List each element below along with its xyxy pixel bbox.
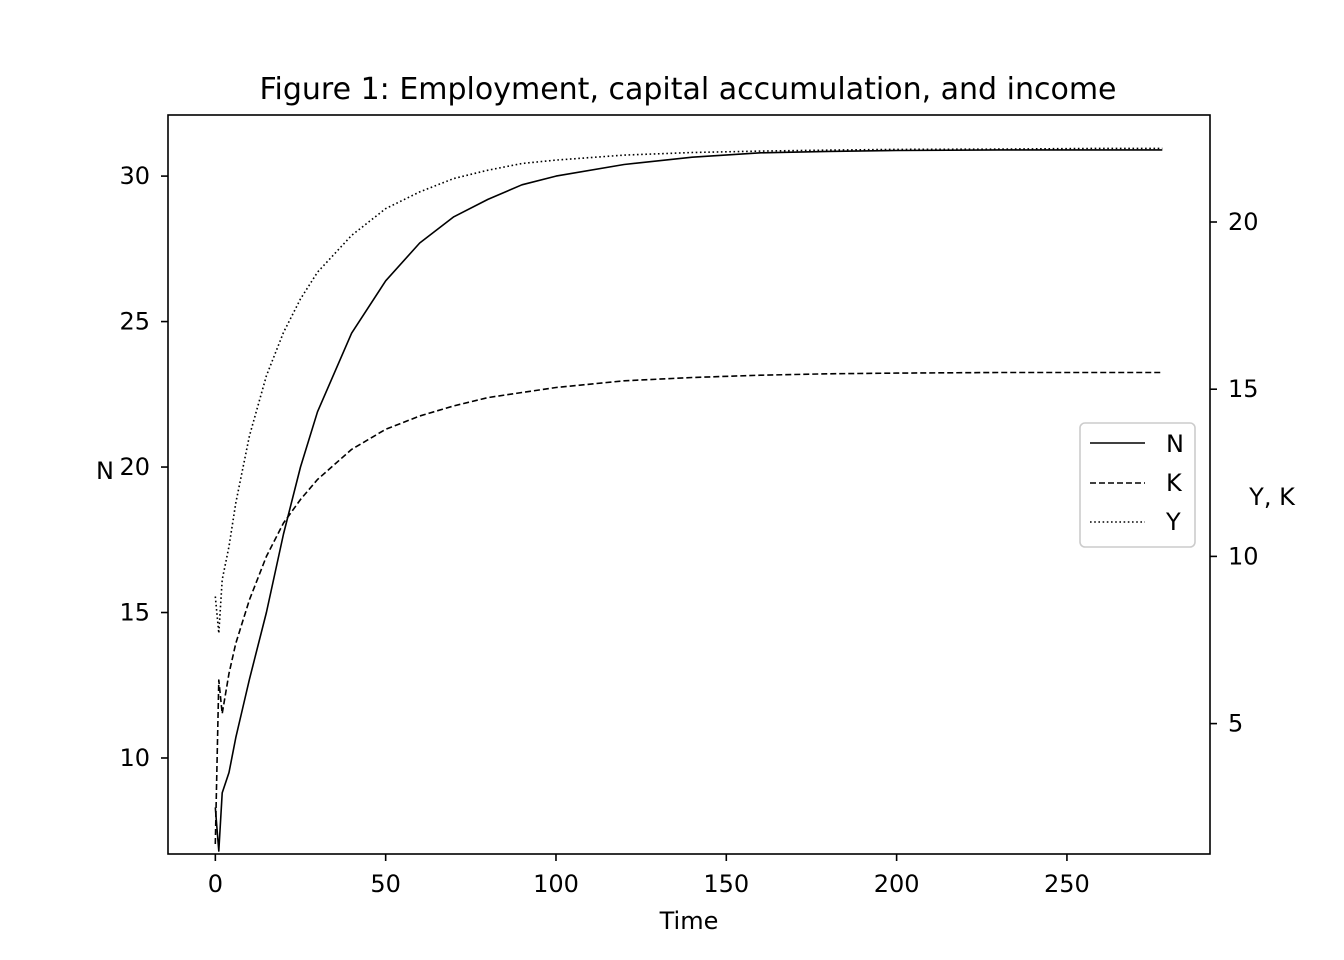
x-tick-label: 100 [533, 870, 579, 898]
legend-label-k: K [1166, 469, 1183, 497]
y-left-tick-label: 25 [119, 308, 150, 336]
series-line-n [214, 149, 1163, 852]
legend-label-y: Y [1165, 508, 1181, 536]
y-left-tick-label: 30 [119, 162, 150, 190]
x-axis: 0 50 100 150 200 250 [208, 854, 1090, 898]
y-axis-right: 5 10 15 20 [1210, 208, 1259, 738]
y-axis-right-label: Y, K [1248, 483, 1296, 511]
plot-lines [214, 147, 1163, 852]
legend-box [1079, 422, 1196, 548]
y-right-tick-label: 15 [1228, 375, 1259, 403]
series-line-k [214, 371, 1163, 845]
y-axis-left-label: N [96, 457, 114, 485]
x-tick-label: 150 [703, 870, 749, 898]
y-left-tick-label: 10 [119, 744, 150, 772]
x-tick-label: 250 [1044, 870, 1090, 898]
chart-title: Figure 1: Employment, capital accumulati… [259, 72, 1116, 107]
x-axis-label: Time [659, 907, 719, 935]
legend: N K Y [1079, 422, 1196, 548]
y-right-tick-label: 20 [1228, 208, 1259, 236]
plot-frame [167, 114, 1211, 855]
legend-label-n: N [1166, 430, 1184, 458]
x-tick-label: 0 [208, 870, 223, 898]
x-tick-label: 50 [370, 870, 401, 898]
x-tick-label: 200 [874, 870, 920, 898]
series-line-y [214, 147, 1163, 635]
y-left-tick-label: 15 [119, 599, 150, 627]
y-axis-left: 10 15 20 25 30 [119, 162, 168, 772]
y-left-tick-label: 20 [119, 453, 150, 481]
y-right-tick-label: 5 [1228, 710, 1243, 738]
y-right-tick-label: 10 [1228, 542, 1259, 570]
